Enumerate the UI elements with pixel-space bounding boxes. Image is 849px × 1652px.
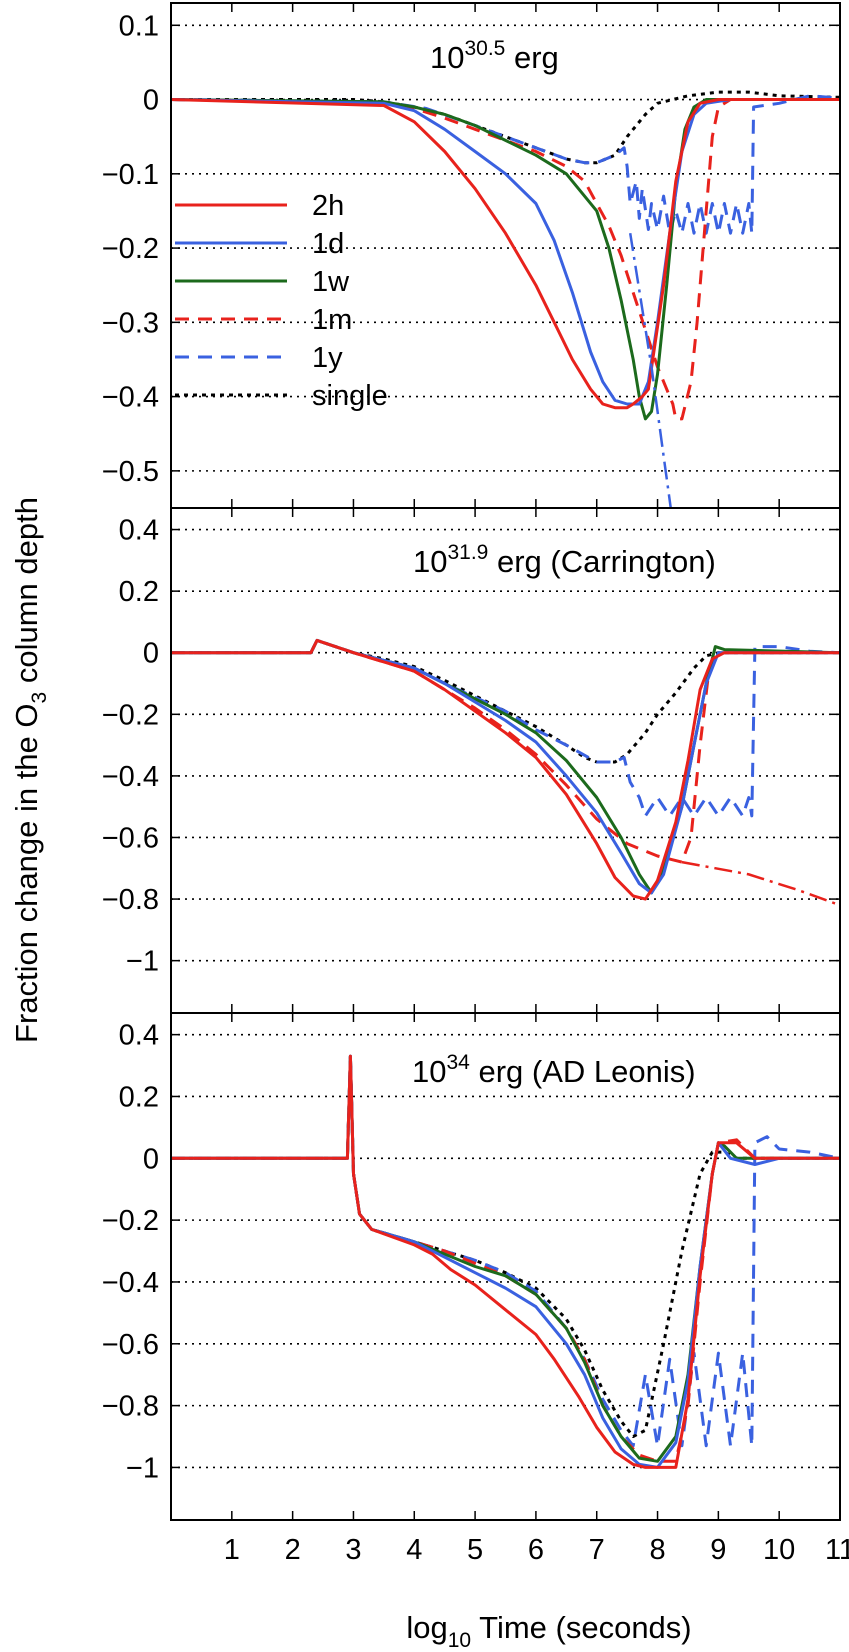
- legend-label-1d: 1d: [312, 228, 344, 260]
- legend-label-1m: 1m: [312, 304, 352, 336]
- series-2h: [171, 98, 840, 410]
- y-axis-label: Fraction change in the O3 column depth: [9, 497, 51, 1043]
- panel-title: 1031.9 erg (Carrington): [413, 541, 716, 579]
- y-tick-label: 0.2: [119, 1081, 159, 1113]
- x-axis: 1 2 3 4 5 6 7 8 9 10 11: [224, 1534, 849, 1566]
- y-tick-label: −0.6: [102, 822, 159, 854]
- panel-2: 0.4 0.2 0 −0.2 −0.4 −0.6 −0.8 −1 1031.9 erg (Car…: [102, 507, 841, 1014]
- series-1w: [171, 638, 840, 895]
- panel-title: 1030.5 erg: [430, 37, 559, 75]
- panel-frame: [170, 507, 841, 1014]
- y-tick-label: −0.1: [102, 159, 159, 191]
- series-1d: [171, 98, 840, 406]
- x-tick-label: 6: [528, 1534, 544, 1566]
- series-1m: [171, 1054, 840, 1463]
- y-tick-label: 0.2: [119, 576, 159, 608]
- series-2h: [171, 638, 840, 901]
- extrapolation-1m: [681, 860, 840, 907]
- panel-frame: [170, 1012, 841, 1521]
- panels: 0.1 0 −0.1 −0.2 −0.3 −0.4 −0.5 1030.5 erg 0.4 0.2…: [102, 2, 841, 1521]
- series-1y: [171, 1054, 840, 1448]
- y-tick-label: −1: [126, 1452, 159, 1484]
- series-single: [171, 90, 840, 165]
- y-tick-label: −0.8: [102, 884, 159, 916]
- y-tick-label: −0.4: [102, 1267, 159, 1299]
- series-1m: [171, 98, 840, 421]
- x-tick-label: 5: [467, 1534, 483, 1566]
- x-tick-label: 4: [406, 1534, 422, 1566]
- legend-label-single: single: [312, 380, 388, 412]
- y-tick-label: −0.2: [102, 233, 159, 265]
- y-tick-label: −1: [126, 946, 159, 978]
- series-2h: [171, 1054, 840, 1469]
- y-tick-label: 0.4: [119, 1020, 159, 1052]
- series-1m: [171, 638, 840, 864]
- x-tick-label: 9: [710, 1534, 726, 1566]
- x-axis-label: log10 Time (seconds): [406, 1610, 691, 1652]
- y-tick-label: 0: [143, 85, 159, 117]
- y-tick-label: −0.2: [102, 699, 159, 731]
- y-tick-label: −0.6: [102, 1329, 159, 1361]
- series-group: [171, 638, 840, 907]
- panel-1: 0.1 0 −0.1 −0.2 −0.3 −0.4 −0.5 1030.5 erg: [102, 2, 841, 509]
- series-1w: [171, 98, 840, 421]
- series-1y: [171, 94, 840, 235]
- panel-3: 0.4 0.2 0 −0.2 −0.4 −0.6 −0.8 −1 1034 erg (AD Le…: [102, 1012, 841, 1521]
- y-tick-label: 0: [143, 638, 159, 670]
- x-tick-label: 1: [224, 1534, 240, 1566]
- legend-label-2h: 2h: [312, 190, 344, 222]
- series-1y: [171, 638, 840, 818]
- legend-label-1y: 1y: [312, 342, 343, 374]
- x-tick-label: 3: [345, 1534, 361, 1566]
- y-tick-label: 0.1: [119, 10, 159, 42]
- y-tick-label: −0.4: [102, 761, 159, 793]
- panel-frame: [170, 2, 841, 509]
- x-tick-label: 2: [285, 1534, 301, 1566]
- series-single: [171, 638, 840, 764]
- legend: 2h 1d 1w 1m 1y single: [175, 190, 388, 412]
- series-1w: [171, 1054, 840, 1463]
- legend-label-1w: 1w: [312, 266, 350, 298]
- panel-title: 1034 erg (AD Leonis): [412, 1051, 696, 1089]
- series-group: [171, 1054, 840, 1469]
- y-tick-label: 0: [143, 1143, 159, 1175]
- series-group: [171, 90, 840, 508]
- extrapolation-1y: [628, 233, 673, 508]
- series-1d: [171, 638, 840, 895]
- y-tick-label: −0.8: [102, 1391, 159, 1423]
- y-tick-label: −0.2: [102, 1205, 159, 1237]
- x-tick-label: 11: [825, 1534, 849, 1566]
- x-tick-label: 7: [589, 1534, 605, 1566]
- y-tick-label: −0.3: [102, 307, 159, 339]
- y-tick-label: 0.4: [119, 515, 159, 547]
- y-tick-label: −0.5: [102, 456, 159, 488]
- x-tick-label: 8: [649, 1534, 665, 1566]
- x-tick-label: 10: [763, 1534, 795, 1566]
- y-tick-label: −0.4: [102, 382, 159, 414]
